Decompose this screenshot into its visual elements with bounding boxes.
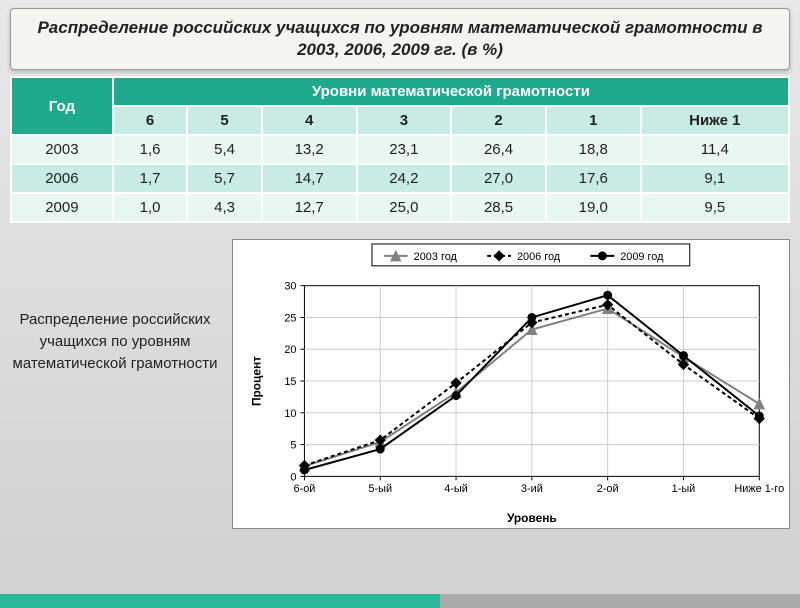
data-cell: 12,7	[262, 193, 357, 222]
svg-text:25: 25	[284, 313, 296, 325]
data-cell: 13,2	[262, 135, 357, 164]
data-cell: 4,3	[187, 193, 262, 222]
level-header: 1	[546, 106, 641, 135]
level-header: 5	[187, 106, 262, 135]
svg-text:2009 год: 2009 год	[620, 251, 664, 263]
data-cell: 11,4	[641, 135, 789, 164]
data-cell: 9,1	[641, 164, 789, 193]
table-row: 2003 1,6 5,4 13,2 23,1 26,4 18,8 11,4	[11, 135, 789, 164]
data-cell: 18,8	[546, 135, 641, 164]
svg-text:3-ий: 3-ий	[521, 483, 543, 495]
table-span-header: Уровни математической грамотности	[113, 77, 789, 106]
svg-text:Процент: Процент	[250, 356, 264, 406]
data-cell: 26,4	[451, 135, 546, 164]
data-cell: 23,1	[357, 135, 452, 164]
data-cell: 1,7	[113, 164, 188, 193]
svg-text:10: 10	[284, 408, 296, 420]
svg-text:4-ый: 4-ый	[444, 483, 468, 495]
data-cell: 19,0	[546, 193, 641, 222]
svg-text:1-ый: 1-ый	[672, 483, 696, 495]
page-title: Распределение российских учащихся по уро…	[25, 17, 775, 61]
footer-stripe	[0, 594, 800, 608]
data-cell: 1,0	[113, 193, 188, 222]
table-row: 2006 1,7 5,7 14,7 24,2 27,0 17,6 9,1	[11, 164, 789, 193]
svg-text:0: 0	[290, 472, 296, 484]
svg-text:Ниже 1-го: Ниже 1-го	[734, 483, 784, 495]
svg-text:2003 год: 2003 год	[414, 251, 458, 263]
level-header: 4	[262, 106, 357, 135]
level-header: Ниже 1	[641, 106, 789, 135]
svg-text:5-ый: 5-ый	[368, 483, 392, 495]
chart-caption: Распределение российских учащихся по уро…	[10, 239, 220, 529]
svg-text:2-ой: 2-ой	[597, 483, 619, 495]
data-cell: 25,0	[357, 193, 452, 222]
svg-text:20: 20	[284, 344, 296, 356]
data-cell: 28,5	[451, 193, 546, 222]
svg-text:6-ой: 6-ой	[294, 483, 316, 495]
line-chart: 0 5 10 15 20 25 30 6-ой 5-ый 4-ый 3-ий 2-ой 1-ый Ниже…	[232, 239, 790, 529]
data-cell: 17,6	[546, 164, 641, 193]
level-header: 2	[451, 106, 546, 135]
svg-text:Уровень: Уровень	[507, 511, 557, 525]
table-row: 2009 1,0 4,3 12,7 25,0 28,5 19,0 9,5	[11, 193, 789, 222]
data-cell: 24,2	[357, 164, 452, 193]
level-header-row: 6 5 4 3 2 1 Ниже 1	[11, 106, 789, 135]
svg-text:2006 год: 2006 год	[517, 251, 561, 263]
chart-svg: 0 5 10 15 20 25 30 6-ой 5-ый 4-ый 3-ий 2-ой 1-ый Ниже…	[233, 240, 789, 528]
svg-text:15: 15	[284, 376, 296, 388]
svg-text:30: 30	[284, 281, 296, 293]
level-header: 6	[113, 106, 188, 135]
data-cell: 1,6	[113, 135, 188, 164]
title-bar: Распределение российских учащихся по уро…	[10, 8, 790, 70]
level-header: 3	[357, 106, 452, 135]
lower-section: Распределение российских учащихся по уро…	[10, 239, 790, 529]
data-cell: 27,0	[451, 164, 546, 193]
data-cell: 5,4	[187, 135, 262, 164]
data-cell: 9,5	[641, 193, 789, 222]
year-cell: 2003	[11, 135, 113, 164]
svg-text:5: 5	[290, 440, 296, 452]
table-corner: Год	[11, 77, 113, 135]
year-cell: 2006	[11, 164, 113, 193]
literacy-table: Год Уровни математической грамотности 6 …	[10, 76, 790, 223]
data-cell: 14,7	[262, 164, 357, 193]
year-cell: 2009	[11, 193, 113, 222]
data-cell: 5,7	[187, 164, 262, 193]
